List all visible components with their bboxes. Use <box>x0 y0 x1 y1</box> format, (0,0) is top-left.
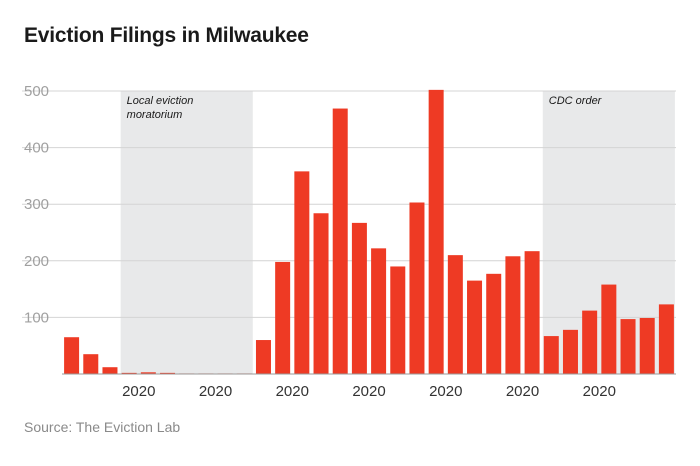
x-tick-label: 2020 <box>199 383 232 400</box>
region-annotation: Local eviction <box>127 95 194 107</box>
bar <box>639 317 655 374</box>
bar <box>486 273 502 374</box>
bar <box>294 171 310 374</box>
bar <box>64 337 80 374</box>
bar <box>582 310 598 374</box>
bar <box>543 336 559 374</box>
bar <box>658 304 674 374</box>
bar <box>275 261 291 374</box>
bar <box>351 222 367 374</box>
y-tick-label: 400 <box>24 140 49 157</box>
bar <box>447 255 463 374</box>
bar <box>390 266 406 374</box>
bar <box>428 89 444 375</box>
bar <box>83 354 99 374</box>
x-tick-label: 2020 <box>506 383 539 400</box>
bar <box>313 213 329 374</box>
bar <box>505 256 521 374</box>
bar <box>140 372 156 374</box>
x-tick-label: 2020 <box>276 383 309 400</box>
shaded-region <box>120 91 253 374</box>
bar <box>524 251 540 374</box>
y-tick-label: 300 <box>24 196 49 213</box>
region-annotation: moratorium <box>127 109 183 121</box>
bar <box>371 248 387 374</box>
x-tick-label: 2020 <box>352 383 385 400</box>
bar <box>467 280 483 374</box>
x-tick-label: 2020 <box>583 383 616 400</box>
y-tick-label: 200 <box>24 253 49 270</box>
bar <box>102 367 118 374</box>
region-annotation: CDC order <box>549 95 603 107</box>
chart-title: Eviction Filings in Milwaukee <box>24 24 309 47</box>
source-note: Source: The Eviction Lab <box>24 419 181 435</box>
bar <box>332 108 348 375</box>
bar <box>620 319 636 374</box>
bar <box>562 329 578 374</box>
bar <box>601 284 617 374</box>
bar <box>409 202 425 374</box>
y-tick-label: 100 <box>24 309 49 326</box>
bar <box>121 372 137 374</box>
y-tick-label: 500 <box>24 83 49 100</box>
bar <box>160 372 176 374</box>
bar <box>255 340 271 374</box>
x-tick-label: 2020 <box>429 383 462 400</box>
x-tick-label: 2020 <box>122 383 155 400</box>
